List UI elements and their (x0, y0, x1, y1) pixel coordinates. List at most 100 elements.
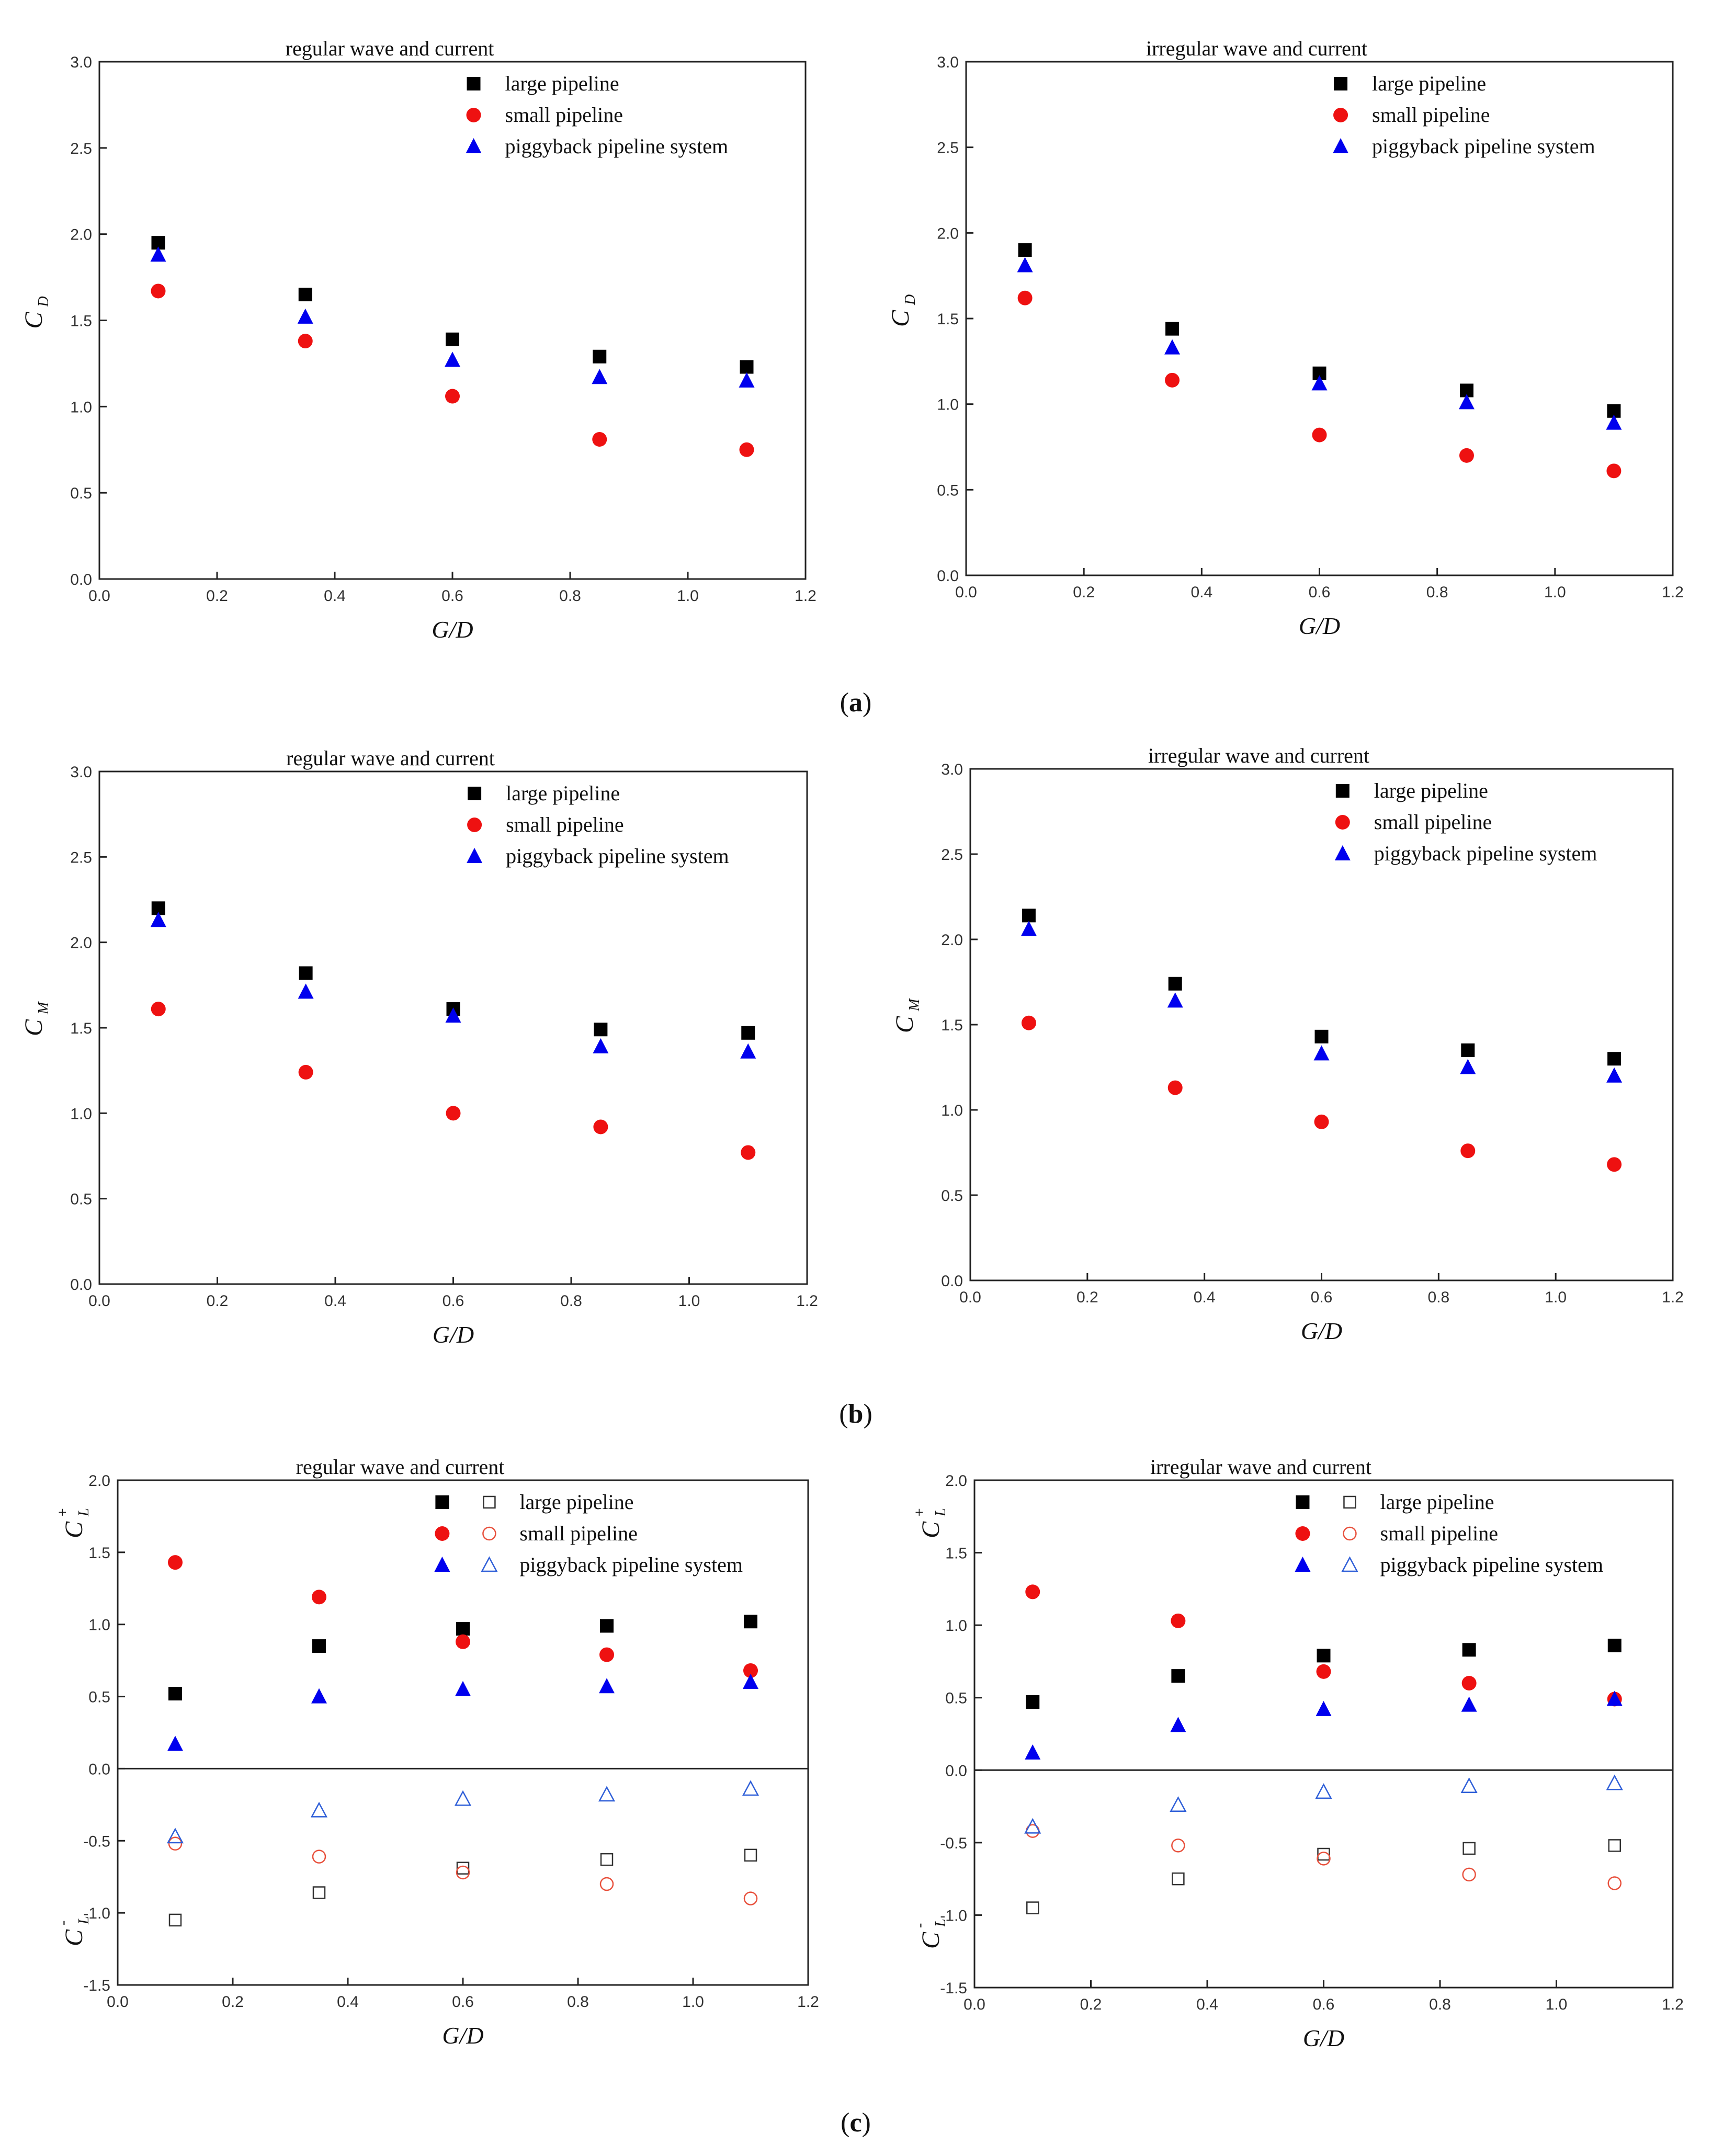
data-point (1025, 1744, 1041, 1760)
x-tick-label: 0.2 (206, 587, 228, 605)
x-tick-label: 0.4 (324, 587, 346, 605)
y-tick-label: 0.5 (70, 1191, 92, 1208)
y-tick-label: 1.0 (937, 396, 959, 414)
data-point (168, 1836, 183, 1851)
y-axis-label-sub: M (906, 998, 923, 1012)
legend-open-square-icon (1343, 1495, 1356, 1509)
y-axis-label-main: C (887, 310, 914, 327)
data-point (298, 1064, 313, 1080)
series-piggy (1017, 257, 1622, 430)
legend-label: piggyback pipeline system (1380, 1553, 1603, 1576)
x-tick-label: 0.0 (963, 1996, 985, 2013)
data-point (297, 308, 313, 324)
data-point (1459, 448, 1474, 463)
data-point (1171, 1669, 1185, 1683)
y-axis-label-positive-main: C (60, 1521, 88, 1538)
x-tick-label: 0.2 (1073, 584, 1095, 601)
y-tick-label: 0.0 (945, 1762, 967, 1779)
x-tick-label: 1.2 (796, 1292, 818, 1310)
y-tick-label: 2.0 (88, 1472, 110, 1490)
y-axis-label: CM (20, 1001, 52, 1036)
y-axis-label-negative-sub: L (76, 1916, 92, 1925)
data-point (1311, 375, 1328, 391)
legend-label: small pipeline (506, 813, 624, 836)
data-point (298, 288, 312, 302)
legend-open-triangle-icon (1341, 1556, 1358, 1572)
panel-label-b: (b) (839, 1399, 872, 1429)
legend-filled-triangle-icon (1334, 845, 1351, 860)
y-axis-label: CD (20, 296, 52, 328)
series-large (168, 1615, 757, 1701)
data-point (1171, 1839, 1185, 1853)
chart-title: regular wave and current (296, 1455, 505, 1479)
data-point (594, 1023, 608, 1037)
data-point (446, 332, 459, 346)
y-tick-label: 0.5 (70, 485, 92, 502)
legend: large pipeline small pipeline piggyback pi… (1333, 72, 1595, 158)
y-tick-label: 0.0 (941, 1273, 963, 1290)
legend-open-circle-icon (1343, 1526, 1357, 1541)
legend-filled-square-icon (435, 1495, 449, 1509)
legend-filled-circle-icon (466, 108, 481, 122)
x-tick-label: 1.2 (1662, 1996, 1684, 2013)
legend-label: piggyback pipeline system (1372, 134, 1595, 158)
x-tick-label: 0.6 (1311, 1289, 1333, 1306)
series-large (1026, 1638, 1622, 1709)
x-axis-label: G/D (432, 616, 473, 643)
legend-filled-square-icon (1335, 784, 1350, 798)
data-point (743, 1891, 758, 1905)
y-tick-label: 1.5 (70, 1020, 92, 1037)
legend: large pipeline small pipeline piggyback pi… (434, 1490, 743, 1576)
series-small (1021, 1015, 1622, 1172)
legend-filled-triangle-icon (466, 138, 482, 153)
x-tick-label: 1.0 (1545, 1289, 1567, 1306)
data-point (739, 372, 755, 388)
legend-filled-triangle-icon (1295, 1557, 1311, 1572)
x-tick-label: 0.6 (1313, 1996, 1335, 2013)
panel-label-b-group: (b) (839, 1399, 872, 1429)
chart-c-right: 0.0 0.2 0.4 0.6 0.8 1.0 1.2-1.5-1.0-0.50.00.51… (912, 1455, 1684, 2051)
data-point (1316, 1664, 1331, 1679)
y-tick-label: -1.5 (940, 1980, 967, 1997)
data-point (1606, 414, 1622, 430)
data-point (1606, 1067, 1623, 1083)
data-point (600, 1853, 614, 1866)
data-point (1460, 1059, 1476, 1074)
x-tick-label: 0.0 (107, 1993, 129, 2011)
data-point (1017, 290, 1033, 305)
data-point (166, 1828, 184, 1844)
y-axis-label-negative-sup: - (55, 1921, 71, 1925)
legend-label: piggyback pipeline system (519, 1553, 743, 1576)
data-point (1017, 257, 1033, 273)
x-tick-label: 0.8 (560, 1292, 582, 1310)
data-point (592, 432, 607, 447)
legend: large pipeline small pipeline piggyback pi… (466, 72, 728, 158)
legend-filled-square-icon (1296, 1495, 1310, 1509)
y-tick-label: 1.0 (88, 1617, 110, 1634)
chart-b-right: 0.0 0.2 0.4 0.6 0.8 1.0 1.2 0.0 0.5 1.0 1.5 2.0 2.5 3… (891, 744, 1684, 1344)
x-tick-label: 1.0 (1546, 1996, 1568, 2013)
data-point (1171, 1613, 1186, 1628)
legend-label: large pipeline (505, 72, 619, 95)
y-tick-label: 0.0 (70, 1276, 92, 1293)
series-piggy (167, 1674, 758, 1751)
data-point (741, 1026, 755, 1040)
x-tick-label: 1.2 (1662, 1289, 1684, 1306)
data-point (312, 1849, 326, 1864)
x-tick-label: 0.4 (1194, 1289, 1216, 1306)
y-tick-label: 3.0 (70, 764, 92, 781)
legend-label: piggyback pipeline system (506, 844, 729, 868)
x-tick-label: 0.8 (1426, 584, 1448, 601)
y-axis-label-sub: M (36, 1001, 52, 1015)
y-axis-label-main: C (891, 1016, 919, 1033)
y-tick-label: 2.0 (70, 935, 92, 952)
legend-open-circle-icon (482, 1526, 496, 1541)
y-tick-label: 0.0 (70, 571, 92, 588)
series-small (168, 1555, 758, 1678)
series-large (151, 236, 754, 374)
x-tick-label: 1.0 (677, 587, 699, 605)
y-tick-label: -1.0 (83, 1905, 110, 1922)
y-tick-label: 2.0 (937, 225, 959, 242)
y-axis-label-negative: CL - (55, 1916, 92, 1946)
